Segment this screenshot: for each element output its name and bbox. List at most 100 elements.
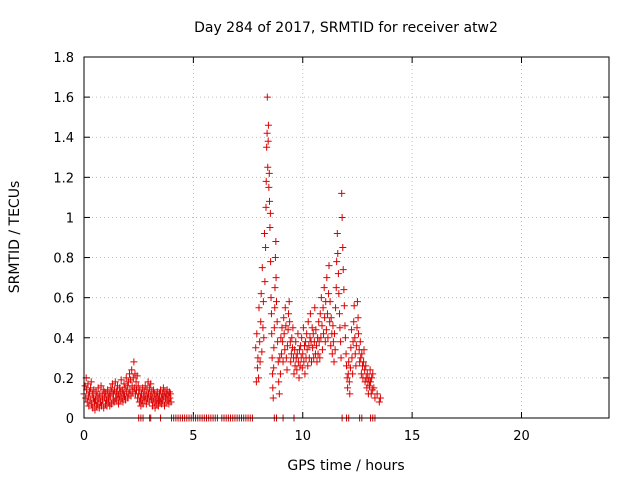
x-tick-labels: 0 5 10 15 20 [80, 429, 530, 444]
data-point [295, 374, 303, 382]
data-point [115, 400, 123, 408]
data-point [129, 374, 137, 382]
data-point [357, 370, 365, 378]
data-point [159, 384, 167, 392]
data-point [343, 374, 351, 382]
data-point [298, 364, 306, 372]
data-point [97, 382, 105, 390]
data-point [260, 334, 268, 342]
data-point [269, 370, 277, 378]
data-point [252, 344, 260, 352]
data-point [314, 350, 322, 358]
data-point [133, 372, 141, 380]
data-point [320, 330, 328, 338]
data-point [264, 137, 272, 145]
data-point [349, 370, 357, 378]
data-point [306, 310, 314, 318]
data-point [264, 163, 272, 171]
data-point [270, 324, 278, 332]
data-point [260, 229, 268, 237]
data-point [333, 229, 341, 237]
data-point [282, 354, 290, 362]
grid-lines [84, 57, 609, 418]
data-point [353, 324, 361, 332]
data-point [369, 370, 377, 378]
data-point [337, 338, 345, 346]
data-point [366, 366, 374, 374]
data-point [132, 378, 140, 386]
data-point [303, 330, 311, 338]
data-point [265, 183, 273, 191]
data-point [256, 338, 264, 346]
y-tick-label: 0.4 [53, 332, 74, 347]
data-point [262, 244, 270, 252]
y-tick-label: 0.2 [53, 372, 74, 387]
data-point [373, 390, 381, 398]
data-point [316, 310, 324, 318]
x-tick-label: 20 [513, 429, 530, 444]
data-point [128, 366, 136, 374]
data-point [283, 342, 291, 350]
data-point [84, 392, 92, 400]
data-point [259, 324, 267, 332]
data-point [87, 378, 95, 386]
data-point [358, 350, 366, 358]
data-point [130, 358, 138, 366]
data-point [263, 93, 271, 101]
data-point [280, 314, 288, 322]
data-point [321, 314, 329, 322]
data-point [166, 390, 174, 398]
y-tick-labels: 0 0.2 0.4 0.6 0.8 1 1.2 1.4 1.6 1.8 [53, 51, 74, 427]
data-point [336, 310, 343, 318]
data-point [356, 338, 364, 346]
data-point [284, 326, 292, 334]
data-point [290, 370, 298, 378]
data-point [273, 298, 280, 306]
data-point [282, 322, 290, 330]
data-point [341, 322, 349, 330]
data-point [349, 338, 357, 346]
data-point [279, 338, 287, 346]
data-point [324, 334, 332, 342]
data-point [334, 270, 342, 278]
data-point [117, 376, 125, 384]
data-point [338, 189, 346, 197]
data-point [330, 358, 338, 366]
data-point [285, 298, 293, 306]
data-point [150, 386, 158, 394]
data-point [267, 310, 275, 318]
data-point [266, 197, 273, 205]
data-point [278, 350, 286, 358]
data-point [270, 364, 278, 372]
data-point [352, 362, 360, 370]
data-point [255, 374, 263, 382]
data-point [351, 350, 359, 358]
y-tick-label: 1.8 [53, 51, 74, 66]
data-point [346, 364, 354, 372]
data-point [111, 378, 119, 386]
data-point [317, 294, 325, 302]
data-point [273, 318, 281, 326]
data-point [301, 370, 309, 378]
data-point [299, 324, 307, 332]
data-point [315, 338, 323, 346]
data-point [317, 334, 325, 342]
data-point [339, 266, 347, 274]
data-point [360, 346, 368, 354]
data-point [342, 350, 350, 358]
data-point [340, 302, 348, 310]
data-point [256, 358, 264, 366]
data-point [311, 304, 319, 312]
data-point [367, 378, 375, 386]
data-point [269, 394, 277, 402]
data-point [323, 310, 331, 318]
data-point [258, 264, 266, 272]
data-point [268, 330, 276, 338]
data-point [376, 394, 384, 402]
data-point [330, 330, 338, 338]
y-tick-label: 1.6 [53, 91, 74, 106]
data-point [368, 374, 376, 382]
data-point [318, 322, 326, 330]
data-point [167, 398, 175, 406]
data-point [268, 354, 276, 362]
